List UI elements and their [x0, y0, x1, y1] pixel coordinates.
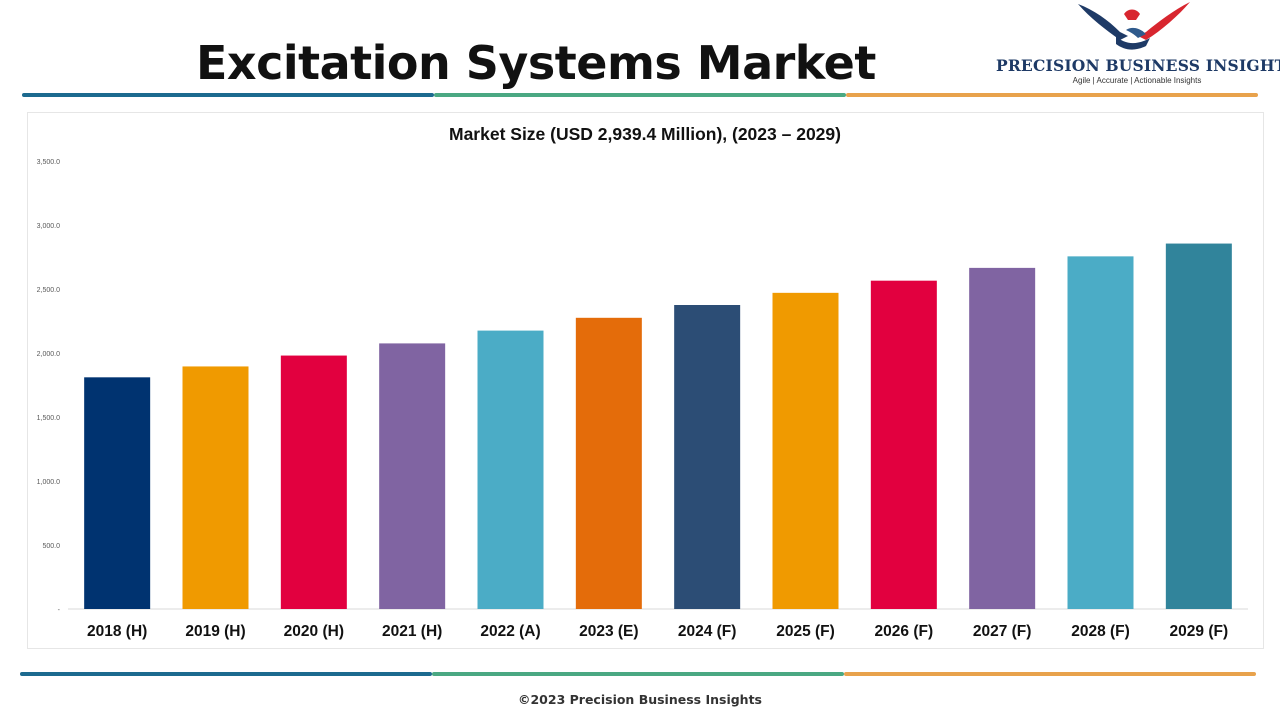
x-category-label: 2022 (A)	[480, 623, 540, 640]
eagle-handshake-icon	[1078, 2, 1190, 50]
page-title: Excitation Systems Market	[196, 36, 876, 90]
y-tick-label: 1,500.0	[37, 415, 60, 422]
x-category-label: 2018 (H)	[87, 623, 147, 640]
bar-2029-f	[1165, 243, 1232, 609]
x-category-label: 2024 (F)	[678, 623, 737, 640]
y-tick-label: -	[58, 607, 61, 614]
bar-2023-e	[575, 317, 642, 609]
footer-rule-blue	[20, 672, 432, 676]
chart-title: Market Size (USD 2,939.4 Million), (2023…	[449, 124, 841, 144]
bar-2024-f	[674, 305, 741, 609]
header-rule-blue	[22, 93, 434, 97]
bar-2026-f	[870, 280, 937, 609]
brand-logo: PRECISION BUSINESS INSIGHTS Agile | Accu…	[990, 0, 1280, 92]
header-rule-green	[434, 93, 846, 97]
bar-2022-a	[477, 330, 544, 609]
bar-2028-f	[1067, 256, 1134, 609]
x-category-label: 2025 (F)	[776, 623, 835, 640]
footer-rule-orange	[844, 672, 1256, 676]
y-tick-label: 3,000.0	[37, 223, 60, 230]
y-tick-label: 2,000.0	[37, 351, 60, 358]
footer-copyright: ©2023 Precision Business Insights	[517, 692, 762, 707]
brand-tagline: Agile | Accurate | Actionable Insights	[1072, 76, 1202, 85]
bar-2027-f	[969, 267, 1036, 609]
bar-2021-h	[379, 343, 446, 609]
x-category-label: 2029 (F)	[1170, 623, 1229, 640]
x-category-label: 2028 (F)	[1071, 623, 1130, 640]
bar-2018-h	[84, 377, 151, 609]
bar-2020-h	[280, 355, 347, 609]
x-category-label: 2026 (F)	[875, 623, 934, 640]
x-category-label: 2027 (F)	[973, 623, 1032, 640]
x-category-label: 2020 (H)	[284, 623, 344, 640]
chart-panel: Market Size (USD 2,939.4 Million), (2023…	[27, 112, 1264, 649]
x-category-label: 2023 (E)	[579, 623, 638, 640]
y-tick-label: 2,500.0	[37, 287, 60, 294]
market-size-bar-chart: Market Size (USD 2,939.4 Million), (2023…	[37, 124, 1248, 640]
y-tick-label: 1,000.0	[37, 479, 60, 486]
bar-2019-h	[182, 366, 249, 609]
header-rule-orange	[846, 93, 1258, 97]
y-tick-label: 3,500.0	[37, 159, 60, 166]
footer-rule-green	[432, 672, 844, 676]
x-category-label: 2019 (H)	[185, 623, 245, 640]
bar-2025-f	[772, 292, 839, 609]
x-category-label: 2021 (H)	[382, 623, 442, 640]
brand-name: PRECISION BUSINESS INSIGHTS	[996, 56, 1280, 75]
y-tick-label: 500.0	[42, 543, 60, 550]
